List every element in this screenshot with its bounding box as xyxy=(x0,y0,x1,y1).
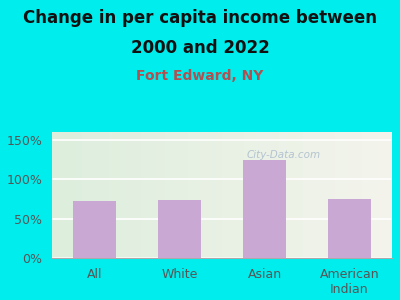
Bar xyxy=(158,200,201,258)
Bar xyxy=(328,199,371,258)
Bar xyxy=(243,160,286,258)
Text: Change in per capita income between: Change in per capita income between xyxy=(23,9,377,27)
Text: City-Data.com: City-Data.com xyxy=(246,150,320,160)
Bar xyxy=(73,201,116,258)
Text: Fort Edward, NY: Fort Edward, NY xyxy=(136,69,264,83)
Text: 2000 and 2022: 2000 and 2022 xyxy=(131,39,269,57)
